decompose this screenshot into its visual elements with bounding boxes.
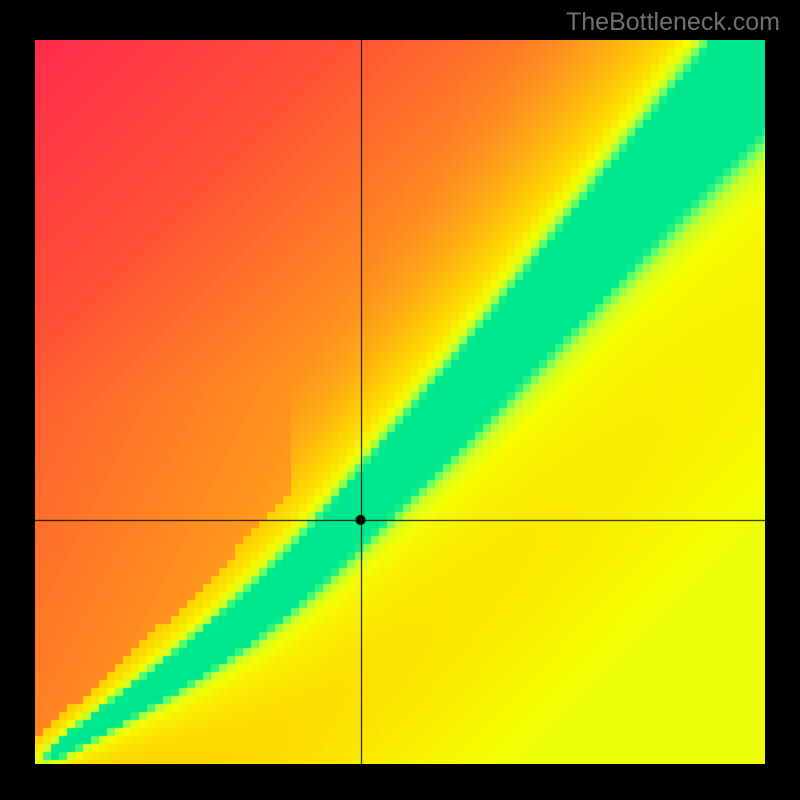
chart-root: TheBottleneck.com	[0, 0, 800, 800]
plot-area	[35, 40, 765, 764]
watermark-text: TheBottleneck.com	[566, 8, 780, 37]
heatmap-canvas	[35, 40, 765, 764]
